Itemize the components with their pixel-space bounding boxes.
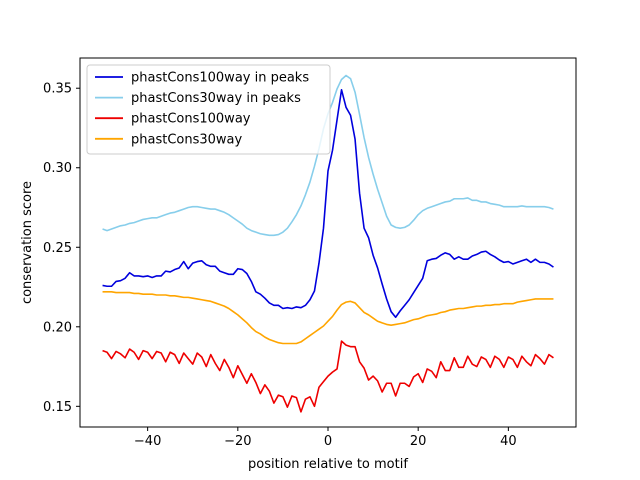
y-tick-label: 0.25	[43, 241, 72, 256]
x-tick-label: −20	[224, 434, 251, 449]
y-tick-label: 0.35	[43, 82, 72, 97]
series-line-4	[102, 291, 554, 345]
x-axis-title: position relative to motif	[248, 457, 408, 472]
y-tick-label: 0.15	[43, 400, 72, 415]
x-tick-label: 20	[410, 434, 427, 449]
legend-label-1: phastCons100way in peaks	[131, 71, 309, 86]
y-tick-label: 0.30	[43, 161, 72, 176]
x-tick-label: −40	[134, 434, 161, 449]
series-line-3	[102, 340, 554, 413]
series-line-1	[102, 89, 554, 319]
legend-label-4: phastCons30way	[131, 132, 243, 147]
legend-box	[86, 64, 331, 155]
legend-label-3: phastCons100way	[131, 112, 251, 127]
legend: phastCons100way in peaks phastCons30way i…	[86, 64, 331, 155]
legend-label-2: phastCons30way in peaks	[131, 91, 301, 106]
x-tick-label: 0	[324, 434, 332, 449]
axes: −40 −20 0 20 40 0.15 0.20 0.25 0.30 0.35 position …	[20, 57, 577, 472]
x-tick-label: 40	[500, 434, 517, 449]
y-axis-title: conservation score	[20, 181, 35, 304]
y-tick-label: 0.20	[43, 320, 72, 335]
